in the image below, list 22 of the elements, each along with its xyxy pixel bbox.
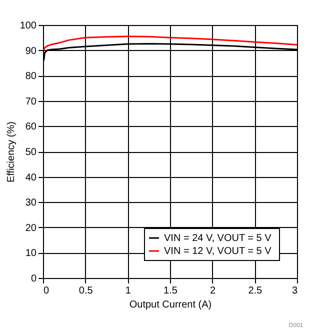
y-tick-label: 70: [25, 96, 37, 108]
y-tick-label: 10: [25, 248, 37, 260]
x-tick-label: 2: [210, 286, 216, 296]
y-tick-label: 40: [25, 172, 37, 184]
y-tick-label: 80: [25, 71, 37, 82]
x-tick-label: 0: [44, 286, 50, 296]
y-tick-label: 50: [25, 147, 37, 158]
y-tick-label: 100: [20, 20, 37, 32]
x-tick-label: 1: [125, 286, 132, 296]
x-tick-label: 0.5: [78, 286, 94, 296]
y-tick-label: 20: [25, 222, 37, 234]
y-tick-label: 30: [25, 198, 37, 209]
x-tick-label: 2.5: [248, 286, 263, 296]
x-tick-label: 3: [292, 286, 298, 296]
y-tick-label: 90: [25, 46, 37, 57]
y-axis-title: Efficiency (%): [6, 122, 17, 182]
y-tick-label: 60: [25, 122, 37, 133]
legend-label: VIN = 24 V, VOUT = 5 V: [164, 233, 272, 244]
y-tick-label: 0: [30, 274, 37, 284]
legend-label: VIN = 12 V, VOUT = 5 V: [164, 246, 272, 257]
x-tick-label: 1.5: [164, 286, 178, 296]
x-axis-title: Output Current (A): [129, 300, 212, 310]
